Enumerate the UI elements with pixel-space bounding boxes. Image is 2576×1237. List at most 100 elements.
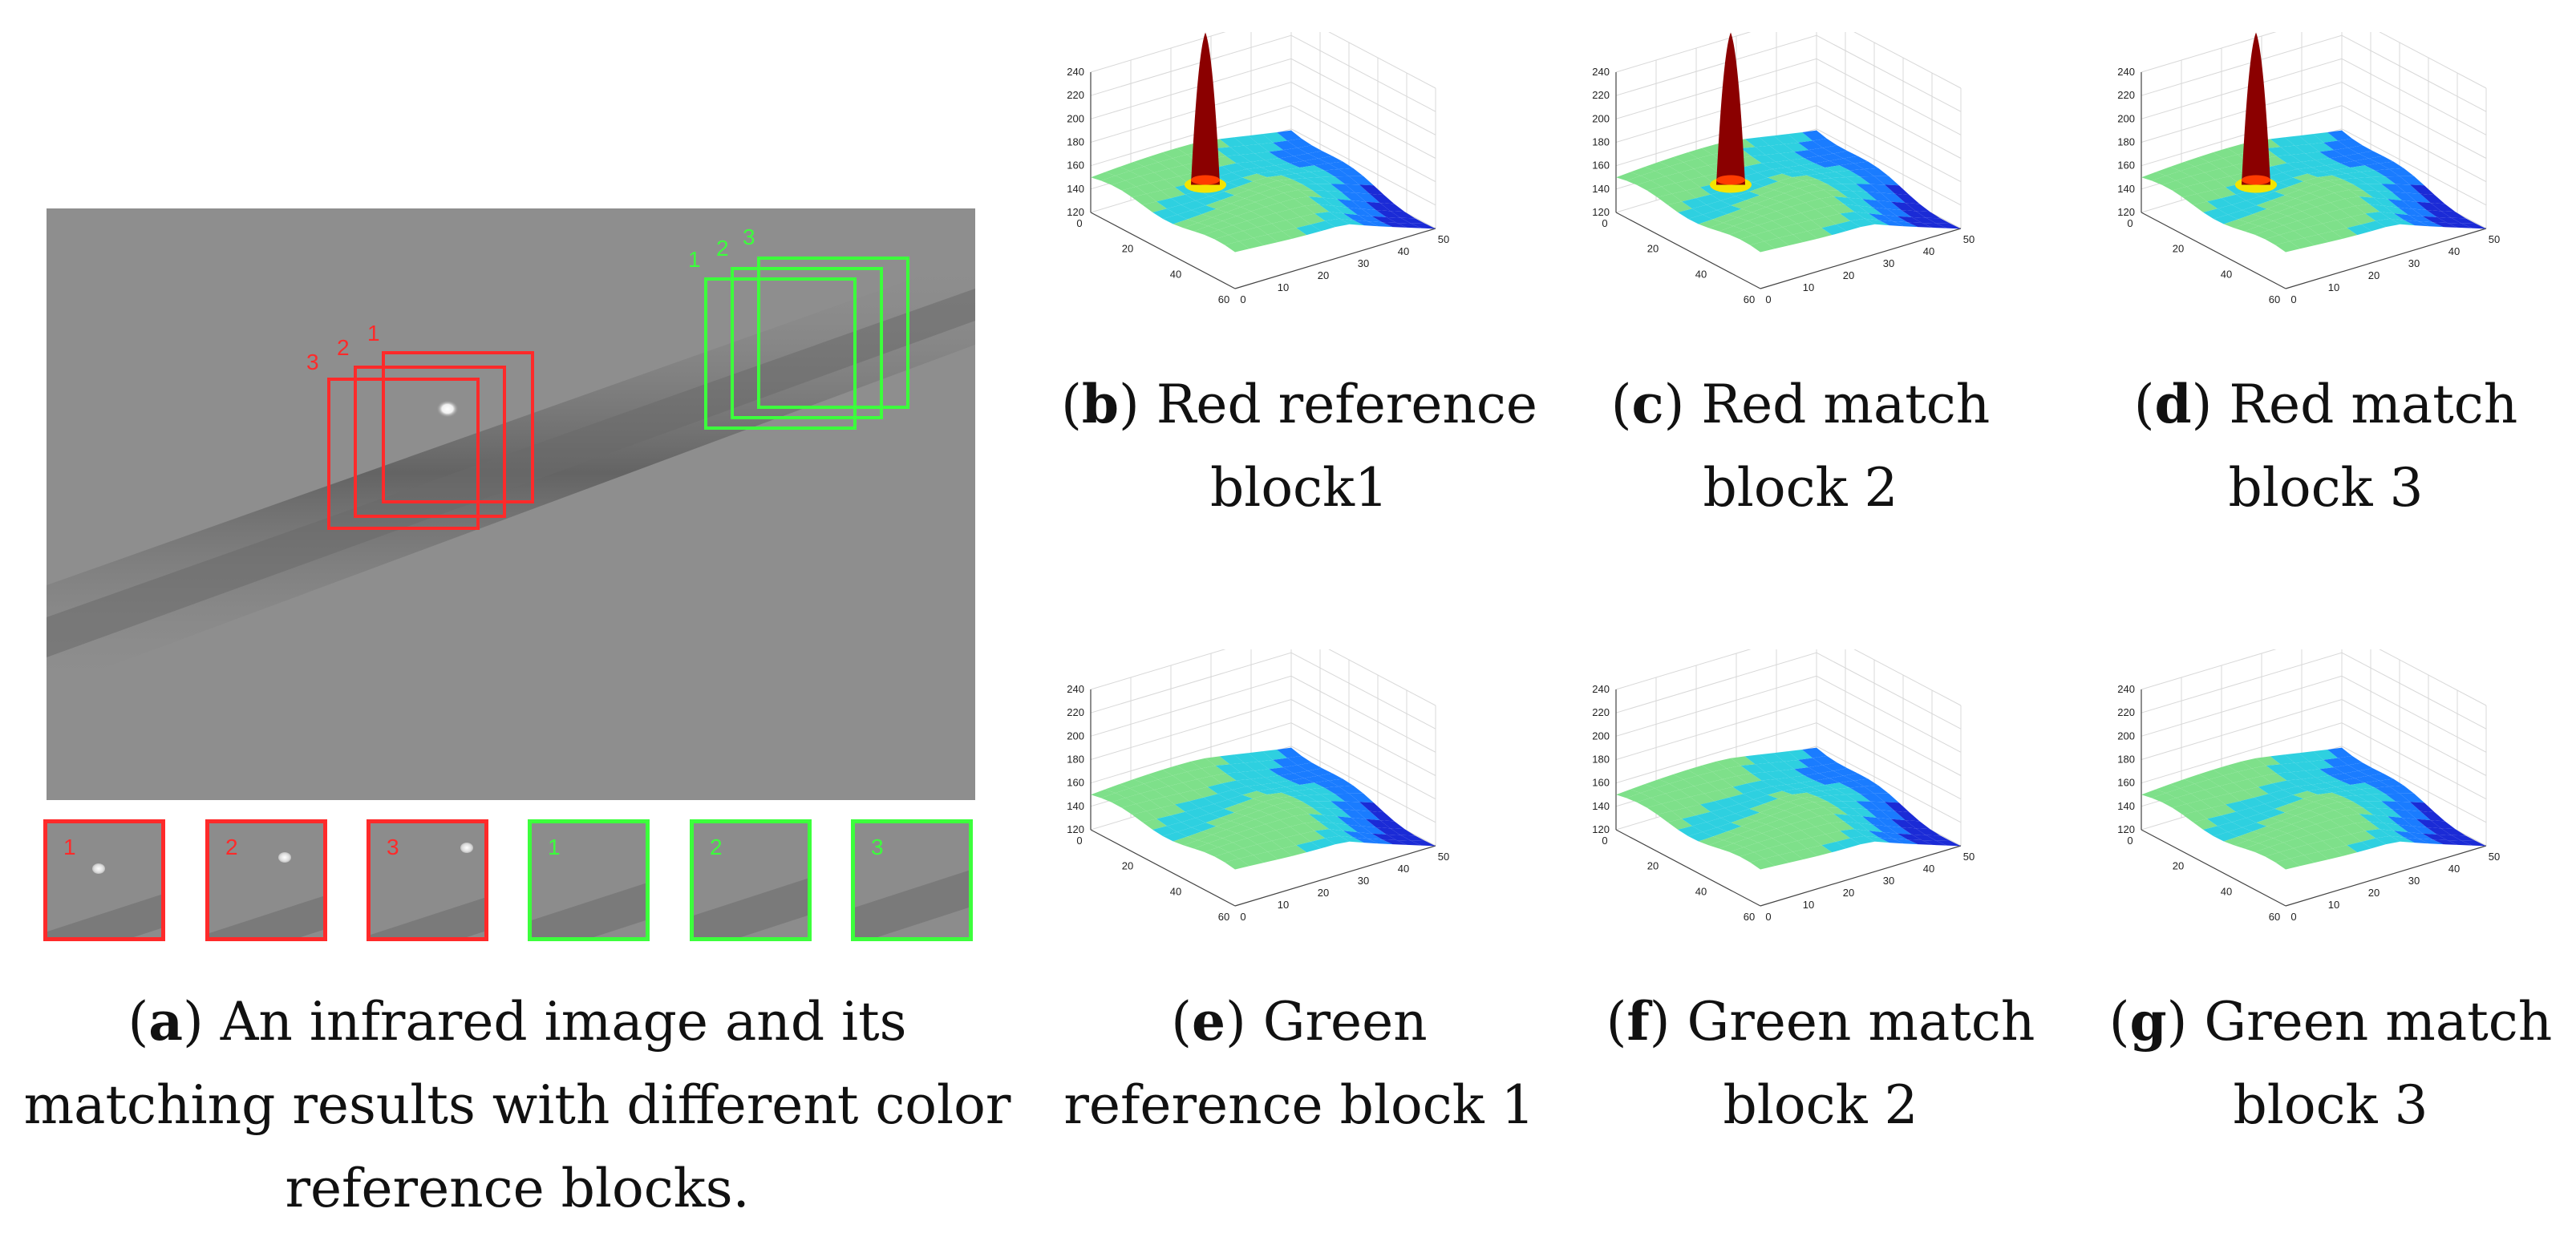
plot-surface-cell: [2410, 184, 2435, 196]
plot-surface-cell: [2330, 815, 2355, 827]
plot-surface-cell: [2343, 153, 2369, 161]
plot-surface-cell: [2155, 167, 2181, 176]
plot-surface-cell: [2331, 173, 2357, 180]
plot-surface-cell: [1856, 801, 1881, 811]
plot-x-tick-label: 40: [1170, 885, 1181, 897]
plot-x-tick-label: 60: [1218, 293, 1229, 305]
plot-surface-cell: [1727, 208, 1752, 218]
plot-surface-cell: [2318, 175, 2343, 181]
plot-surface-cell: [1250, 777, 1275, 785]
plot-surface-cell: [1796, 220, 1822, 232]
plot-surface-cell: [1353, 220, 1379, 227]
plot-surface-cell: [2418, 221, 2444, 228]
plot-gridline: [2141, 652, 2487, 730]
plot-surface-cell: [2231, 200, 2257, 211]
plot-surface-cell: [1686, 187, 1711, 199]
plot-surface-cell: [1780, 197, 1805, 207]
thumb-band: [532, 876, 646, 937]
plot-surface-cell: [2155, 784, 2181, 794]
plot-surface-cell: [2260, 808, 2286, 818]
plot-surface-cell: [1815, 823, 1841, 835]
plot-surface-cell: [2364, 780, 2390, 788]
plot-surface-cell: [1751, 155, 1776, 164]
plot-surface-cell: [2299, 184, 2324, 194]
plot-surface-cell: [1400, 835, 1426, 841]
thumb-red-2: 2: [205, 819, 327, 941]
plot-surface-cell: [1833, 814, 1859, 823]
plot-surface-cell: [1229, 230, 1254, 242]
plot-surface-cell: [1675, 180, 1700, 191]
plot-surface-cell: [1877, 817, 1902, 828]
plot-surface-cell: [1786, 830, 1812, 841]
plot-surface-cell: [1821, 789, 1846, 796]
plot-surface-cell: [2290, 855, 2315, 867]
plot-surface-cell: [1295, 789, 1321, 796]
plot-y-tick-label: 0: [2290, 293, 2296, 305]
plot-surface-cell: [1858, 205, 1883, 216]
plot-surface-cell: [1382, 839, 1407, 845]
plot-surface-cell: [1158, 158, 1183, 169]
plot-surface-cell: [2234, 839, 2259, 849]
plot-surface-cell: [1290, 823, 1315, 835]
plot-surface-cell: [1289, 778, 1314, 785]
plot-surface-cell: [1636, 180, 1662, 191]
plot-surface-cell: [1769, 761, 1795, 771]
plot-surface-cell: [2354, 158, 2380, 166]
plot-surface-cell: [1800, 163, 1825, 170]
red-block-3: [327, 378, 480, 530]
plot-surface-cell: [1179, 790, 1204, 802]
plot-surface-cell: [2334, 765, 2359, 774]
plot-surface-cell: [1100, 793, 1126, 802]
plot-surface-cell: [2436, 834, 2462, 841]
plot-y-axis: [1760, 228, 1962, 289]
plot-surface-cell: [1833, 151, 1858, 159]
plot-y-tick-label: 20: [2368, 269, 2380, 281]
plot-surface-cell: [1747, 780, 1772, 790]
caption-d-line1: (d) Red match: [2133, 373, 2518, 435]
plot-surface-cell: [2270, 195, 2296, 204]
plot-surface-cell: [1261, 830, 1286, 841]
plot-surface-cell: [2406, 810, 2431, 821]
green-block-3: [757, 257, 909, 409]
plot-surface-cell: [1687, 148, 1712, 159]
plot-surface-cell: [1758, 838, 1783, 848]
plot-z-tick-label: 180: [1592, 754, 1610, 766]
plot-surface-cell: [2198, 152, 2224, 163]
plot-surface-cell: [1718, 786, 1744, 798]
plot-surface-cell: [2151, 176, 2177, 185]
plot-surface-cell: [1298, 189, 1323, 198]
plot-surface-cell: [1185, 807, 1210, 819]
plot-surface-cell: [2306, 197, 2331, 207]
plot-surface-cell: [1201, 208, 1227, 218]
plot-surface-cell: [1158, 775, 1183, 786]
plot-surface-cell: [2461, 223, 2486, 229]
plot-surface-cell: [1365, 201, 1391, 212]
green-blocks: [704, 257, 909, 430]
plot-surface-cell: [1702, 210, 1727, 220]
plot-surface-cell: [1743, 172, 1768, 183]
plot-surface-cell: [2447, 840, 2473, 846]
plot-surface-cell: [1277, 796, 1302, 802]
plot-surface-cell: [1271, 169, 1296, 176]
plot-surface-cell: [1345, 801, 1370, 811]
plot-surface-cell: [1307, 768, 1333, 776]
plot-surface-cell: [1756, 198, 1780, 208]
plot-surface-cell: [2205, 786, 2230, 798]
plot-surface-cell: [2302, 206, 2327, 217]
plot-y-tick-label: 50: [2489, 233, 2500, 245]
plot-surface-cell: [2402, 817, 2427, 828]
plot-surface-cell: [2244, 843, 2270, 852]
plot-surface-cell: [1214, 234, 1239, 245]
plot-surface-cell: [1804, 198, 1830, 210]
plot-surface-cell: [1827, 184, 1853, 192]
plot-surface-cell: [2252, 826, 2278, 835]
plot-surface-cell: [1845, 794, 1871, 802]
plot-surface-cell: [2305, 769, 2330, 778]
plot-surface-cell: [2213, 831, 2238, 842]
plot-surface-cell: [1735, 808, 1760, 818]
plot-surface-cell: [1318, 156, 1343, 164]
plot-surface-cell: [1351, 817, 1376, 828]
red-label-3: 3: [306, 350, 319, 374]
plot-surface-cell: [1804, 815, 1830, 827]
plot-surface-cell: [1802, 747, 1827, 758]
